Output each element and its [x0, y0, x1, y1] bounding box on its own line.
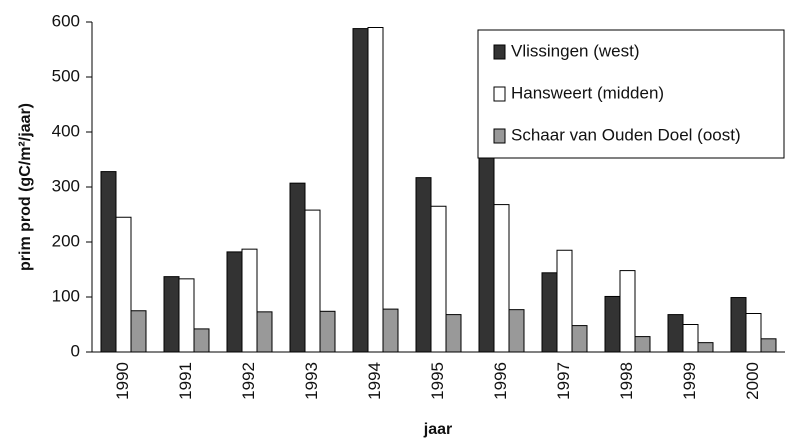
bar	[367, 27, 384, 353]
bar	[163, 276, 180, 353]
bar	[319, 310, 336, 353]
bar	[130, 310, 147, 353]
legend-swatch	[493, 128, 506, 144]
bar	[382, 308, 399, 353]
bar	[619, 270, 636, 353]
bar	[445, 314, 462, 353]
bar	[415, 177, 432, 353]
bar	[241, 248, 258, 353]
bar	[541, 272, 558, 353]
x-tick-label: 1995	[428, 362, 447, 400]
bar	[430, 205, 447, 353]
bar	[634, 336, 651, 353]
legend-label: Schaar van Ouden Doel (oost)	[511, 125, 741, 144]
x-tick-label: 2000	[743, 362, 762, 400]
bar	[289, 182, 306, 353]
bar	[667, 314, 684, 353]
bar	[352, 28, 369, 353]
bar	[100, 171, 117, 353]
bar	[760, 338, 777, 353]
bar	[256, 311, 273, 353]
x-tick-label: 1999	[680, 362, 699, 400]
legend-label: Vlissingen (west)	[511, 41, 640, 60]
y-tick-label: 400	[52, 121, 80, 140]
x-tick-label: 1992	[239, 362, 258, 400]
x-tick-label: 1997	[554, 362, 573, 400]
bar	[571, 325, 588, 353]
legend-swatch	[493, 86, 506, 102]
y-tick-label: 500	[52, 66, 80, 85]
legend-box	[477, 29, 785, 159]
x-tick-label: 1990	[113, 362, 132, 400]
bar	[697, 342, 714, 353]
x-tick-label: 1996	[491, 362, 510, 400]
bar	[556, 249, 573, 353]
x-axis-label: jaar	[423, 421, 452, 438]
bar	[226, 251, 243, 353]
y-tick-label: 0	[71, 341, 80, 360]
x-tick-label: 1998	[617, 362, 636, 400]
bar	[178, 278, 195, 353]
y-tick-label: 300	[52, 176, 80, 195]
bar	[478, 146, 495, 353]
bar	[193, 328, 210, 353]
y-axis-label: prim prod (gC/m²/jaar)	[17, 103, 34, 271]
legend-label: Hansweert (midden)	[511, 83, 664, 102]
legend-swatch	[493, 44, 506, 60]
bar	[682, 324, 699, 353]
bar	[604, 295, 621, 353]
bar	[493, 204, 510, 353]
bar	[745, 313, 762, 353]
x-tick-label: 1993	[302, 362, 321, 400]
y-tick-label: 600	[52, 11, 80, 30]
x-tick-label: 1991	[176, 362, 195, 400]
bar	[508, 309, 525, 353]
bar	[304, 209, 321, 353]
x-tick-label: 1994	[365, 362, 384, 400]
y-tick-label: 100	[52, 286, 80, 305]
bar	[730, 297, 747, 353]
y-tick-label: 200	[52, 231, 80, 250]
bar	[115, 216, 132, 353]
